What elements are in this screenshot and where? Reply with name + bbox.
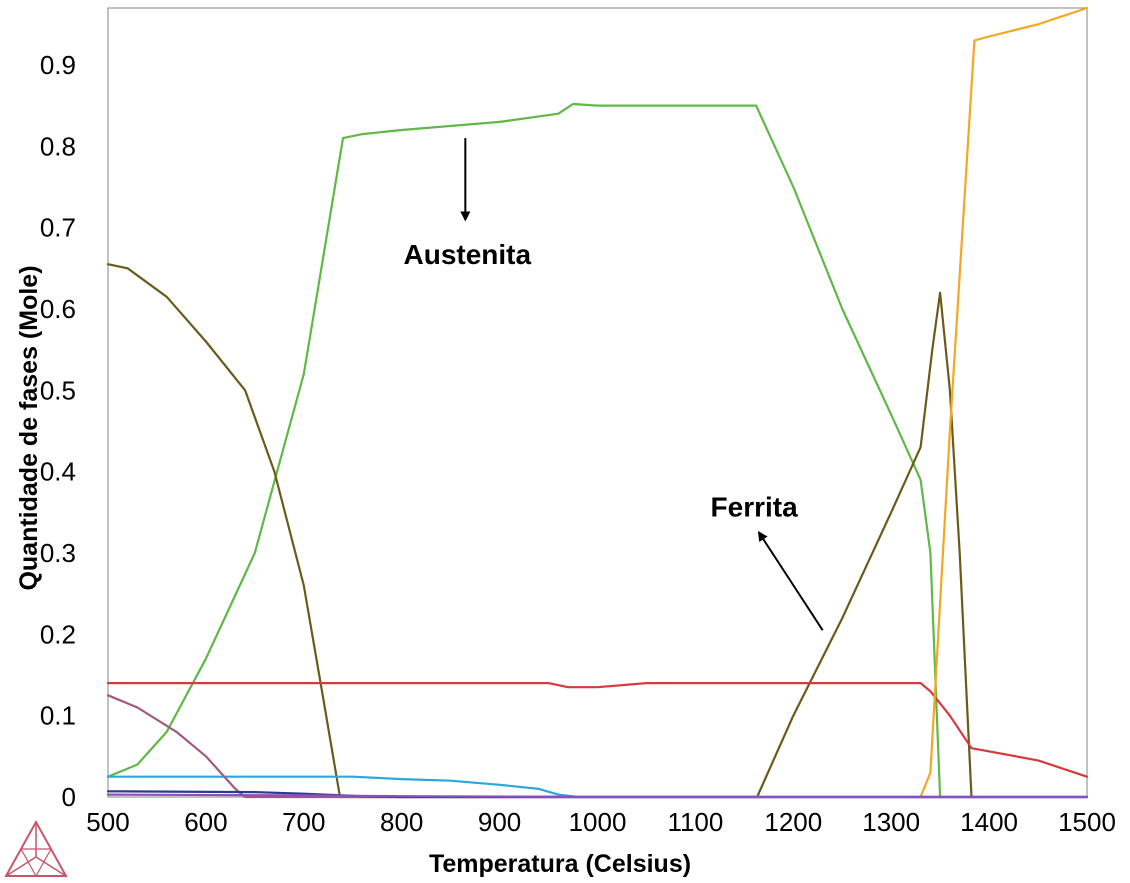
x-tick-label: 1100 — [667, 807, 723, 837]
series-line-3 — [106, 682, 1089, 778]
y-axis-title: Quantidade de fases (Mole) — [15, 265, 43, 590]
y-tick-label: 0.6 — [40, 294, 76, 324]
x-tick-label: 800 — [380, 807, 423, 837]
annotation-arrow — [757, 530, 824, 631]
series-line-2 — [106, 263, 973, 799]
series-line-8 — [106, 793, 1089, 799]
x-tick-label: 1500 — [1058, 807, 1116, 837]
y-tick-label: 0.9 — [40, 50, 76, 80]
annotation-label-ferrita: Ferrita — [711, 491, 799, 522]
y-tick-label: 0.1 — [40, 701, 76, 731]
plot-border — [107, 7, 1088, 798]
x-tick-label: 1400 — [960, 807, 1018, 837]
x-tick-label: 500 — [86, 807, 129, 837]
plot-frame — [107, 7, 1088, 798]
x-tick-label: 600 — [184, 807, 227, 837]
series-line-6 — [106, 694, 1089, 799]
annotation-layer: Austenita Ferrita — [404, 138, 824, 631]
y-tick-label: 0.5 — [40, 375, 76, 405]
x-axis-title: Temperatura (Celsius) — [429, 850, 691, 878]
x-tick-label: 1300 — [862, 807, 920, 837]
y-tick-label: 0.3 — [40, 538, 76, 568]
y-tick-label: 0.8 — [40, 131, 76, 161]
y-axis-ticks: 0 0.1 0.2 0.3 0.4 0.5 0.6 0.7 0.8 0.9 — [40, 50, 76, 812]
y-tick-label: 0 — [62, 782, 76, 812]
series-line-1 — [106, 102, 942, 799]
y-tick-label: 0.2 — [40, 619, 76, 649]
x-tick-label: 900 — [478, 807, 521, 837]
series-line-4 — [919, 6, 1089, 799]
thermo-calc-logo-icon — [4, 819, 68, 878]
series-layer — [106, 6, 1089, 799]
x-tick-label: 700 — [282, 807, 325, 837]
x-tick-label: 1200 — [764, 807, 822, 837]
y-tick-label: 0.4 — [40, 457, 76, 487]
x-axis-ticks: 500 600 700 800 900 1000 1100 1200 1300 1400 1500 — [86, 807, 1116, 837]
x-tick-label: 1000 — [569, 807, 627, 837]
annotation-label-austenita: Austenita — [404, 239, 532, 270]
y-tick-label: 0.7 — [40, 213, 76, 243]
